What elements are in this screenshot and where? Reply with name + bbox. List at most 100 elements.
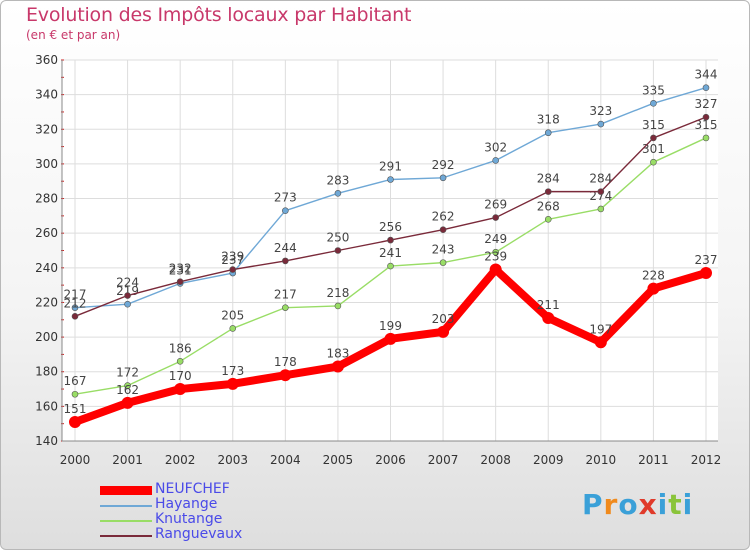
data-label-neufchef: 203	[432, 312, 455, 326]
data-label-knutange: 172	[116, 366, 139, 380]
data-label-knutange: 274	[589, 189, 612, 203]
logo-letter: i	[657, 488, 669, 521]
data-label-ranguevaux: 224	[116, 276, 139, 290]
data-label-neufchef: 178	[274, 355, 297, 369]
data-point-ranguevaux	[492, 214, 499, 221]
data-label-ranguevaux: 244	[274, 241, 297, 255]
data-label-ranguevaux: 284	[589, 172, 612, 186]
x-tick-label: 2007	[428, 453, 459, 467]
logo-letter: i	[682, 488, 694, 521]
y-tick-label: 340	[35, 88, 58, 102]
legend-swatch	[100, 486, 152, 495]
x-tick-label: 2005	[323, 453, 354, 467]
data-point-knutange	[702, 134, 710, 142]
x-tick-label: 2008	[480, 453, 511, 467]
legend-swatch	[100, 520, 152, 522]
x-tick-label: 2010	[586, 453, 617, 467]
data-point-hayange	[124, 300, 131, 308]
chart-subtitle: (en € et par an)	[26, 28, 121, 42]
data-label-neufchef: 197	[589, 322, 612, 336]
x-tick-label: 2009	[533, 453, 564, 467]
data-point-hayange	[702, 84, 710, 92]
y-tick-label: 320	[35, 122, 58, 136]
x-tick-label: 2002	[165, 453, 196, 467]
data-point-ranguevaux	[387, 236, 394, 244]
data-point-neufchef	[489, 263, 502, 276]
logo-letter: x	[638, 488, 658, 521]
x-tick-label: 2000	[60, 453, 91, 467]
data-label-ranguevaux: 315	[642, 118, 665, 132]
data-label-knutange: 268	[537, 199, 560, 213]
data-point-ranguevaux	[124, 292, 131, 299]
data-label-ranguevaux: 212	[64, 296, 87, 310]
proxiti-logo[interactable]: Proxiti	[582, 488, 693, 521]
data-label-knutange: 217	[274, 288, 297, 302]
x-tick-label: 2012	[691, 453, 722, 467]
data-label-ranguevaux: 284	[537, 172, 560, 186]
data-label-hayange: 273	[274, 191, 297, 205]
data-label-knutange: 167	[64, 374, 87, 388]
data-label-hayange: 283	[326, 173, 349, 187]
data-point-ranguevaux	[176, 278, 184, 285]
data-label-knutange: 249	[484, 232, 507, 246]
legend-label: Hayange	[155, 496, 218, 512]
data-label-hayange: 292	[432, 158, 455, 172]
data-point-ranguevaux	[597, 188, 605, 195]
x-tick-label: 2003	[217, 453, 248, 467]
data-label-ranguevaux: 262	[432, 210, 455, 224]
chart-title: Evolution des Impôts locaux par Habitant	[26, 4, 412, 26]
data-point-neufchef	[226, 377, 239, 390]
data-point-hayange	[282, 207, 289, 214]
logo-letter: t	[668, 488, 683, 521]
data-point-knutange	[387, 262, 394, 270]
data-point-neufchef	[700, 267, 712, 280]
data-label-neufchef: 199	[379, 319, 402, 333]
data-point-neufchef	[279, 369, 292, 382]
data-point-knutange	[334, 302, 342, 310]
data-label-neufchef: 211	[537, 298, 560, 312]
data-point-knutange	[71, 390, 79, 398]
legend-label: NEUFCHEF	[155, 481, 230, 497]
data-point-knutange	[597, 205, 605, 213]
data-point-hayange	[650, 99, 657, 107]
data-label-neufchef: 173	[221, 364, 244, 378]
data-point-ranguevaux	[334, 247, 342, 254]
data-point-neufchef	[594, 336, 607, 349]
data-point-knutange	[650, 158, 657, 166]
data-label-ranguevaux: 269	[484, 198, 507, 212]
data-point-neufchef	[437, 325, 450, 338]
data-label-hayange: 318	[537, 113, 560, 127]
data-point-neufchef	[121, 396, 134, 409]
logo-letter: r	[603, 488, 619, 521]
data-label-knutange: 205	[221, 308, 244, 322]
data-label-ranguevaux: 250	[326, 231, 349, 245]
y-tick-label: 300	[35, 157, 58, 171]
data-label-hayange: 344	[695, 68, 718, 82]
data-point-hayange	[492, 157, 499, 164]
logo-letter: P	[582, 488, 604, 521]
y-tick-label: 200	[35, 330, 58, 344]
y-tick-label: 280	[35, 192, 58, 206]
data-label-knutange: 301	[642, 142, 665, 156]
y-tick-label: 160	[35, 399, 58, 413]
data-label-neufchef: 151	[64, 402, 87, 416]
x-tick-label: 2011	[638, 453, 669, 467]
data-label-neufchef: 162	[116, 383, 139, 397]
data-point-hayange	[71, 304, 79, 311]
y-tick-label: 260	[35, 226, 58, 240]
x-tick-label: 2001	[112, 453, 143, 467]
data-label-ranguevaux: 239	[221, 250, 244, 264]
y-tick-label: 220	[35, 295, 58, 309]
y-tick-label: 140	[35, 434, 58, 448]
data-point-knutange	[282, 304, 289, 311]
x-tick-label: 2004	[270, 453, 301, 467]
data-point-ranguevaux	[229, 266, 237, 273]
data-label-hayange: 231	[169, 263, 192, 277]
data-label-knutange: 186	[169, 341, 192, 355]
legend-swatch	[100, 505, 152, 507]
data-point-hayange	[387, 176, 394, 183]
data-label-knutange: 218	[326, 286, 349, 300]
legend-label: Ranguevaux	[155, 526, 243, 542]
data-point-hayange	[597, 120, 605, 128]
data-point-ranguevaux	[282, 257, 289, 265]
